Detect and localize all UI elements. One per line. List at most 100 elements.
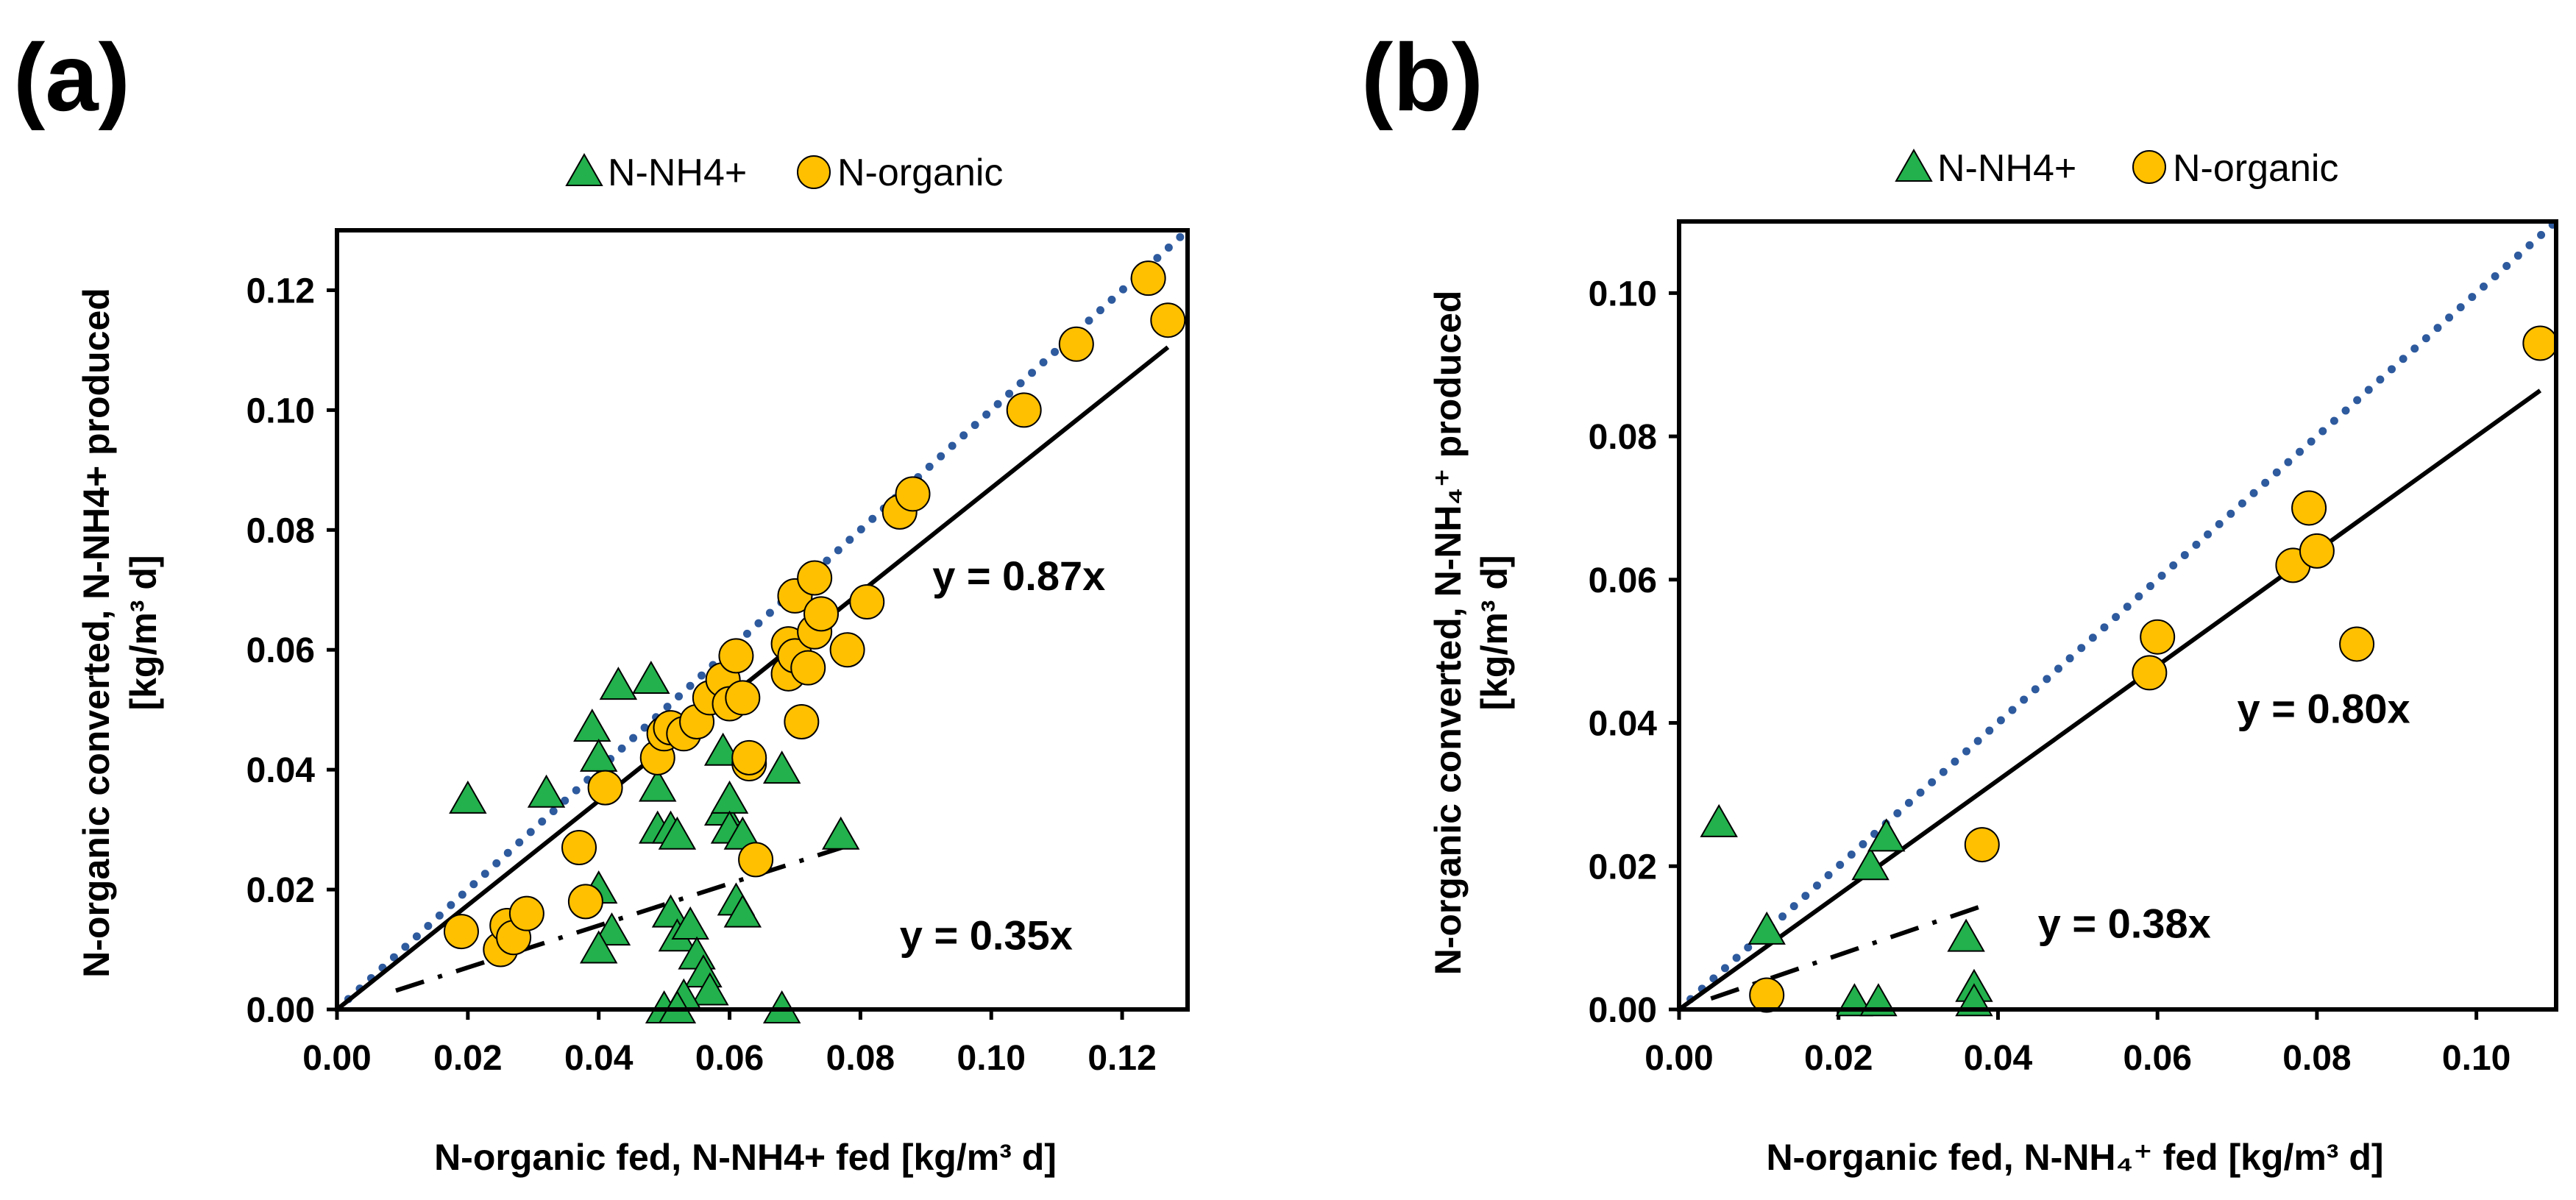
plot-area-a: 0.00 0.02 0.04 0.06 0.08 0.10 0.12 0.00 0.02 0.04… xyxy=(246,228,1190,1078)
x-tick-label: 0.06 xyxy=(695,1039,764,1078)
x-tick-label: 0.00 xyxy=(1644,1039,1713,1078)
y-axis-title-b-line1: N-organic converted, N-NH₄⁺ produced xyxy=(1427,291,1469,976)
data-point-organic-circle xyxy=(1130,260,1166,297)
data-point-organic-circle xyxy=(829,632,865,668)
data-point-organic-circle xyxy=(1058,326,1094,362)
data-point-nh4-triangle xyxy=(821,816,860,850)
data-point-nh4-triangle xyxy=(592,912,631,946)
panel-label-b: (b) xyxy=(1361,24,1483,131)
data-point-organic-circle xyxy=(567,884,603,920)
data-point-organic-circle xyxy=(2140,619,2176,655)
data-point-nh4-triangle xyxy=(1700,803,1738,837)
y-tick-label: 0.00 xyxy=(246,991,315,1030)
data-point-organic-circle xyxy=(443,914,479,950)
equation-label: y = 0.80x xyxy=(2238,686,2410,732)
x-tick-label: 0.10 xyxy=(2442,1039,2511,1078)
legend-label-nh4: N-NH4+ xyxy=(1937,147,2076,190)
data-point-nh4-triangle xyxy=(658,816,697,850)
plot-area-b: 0.00 0.02 0.04 0.06 0.08 0.10 0.00 0.02 0.04 0.06… xyxy=(1589,219,2558,1078)
legend-label-organic: N-organic xyxy=(837,152,1003,194)
data-point-organic-circle xyxy=(1964,827,2000,863)
x-tick-label: 0.12 xyxy=(1087,1039,1156,1078)
y-tick-label: 0.00 xyxy=(1589,991,1657,1030)
x-tick-label: 0.02 xyxy=(1804,1039,1873,1078)
fit-line-dashdot xyxy=(395,843,848,993)
y-tick-label: 0.08 xyxy=(1589,418,1657,457)
x-axis-title-a: N-organic fed, N-NH4+ fed [kg/m³ d] xyxy=(434,1137,1057,1178)
equation-label: y = 0.38x xyxy=(2038,901,2211,947)
data-point-nh4-triangle xyxy=(579,738,618,772)
data-point-organic-circle xyxy=(790,650,826,686)
data-point-nh4-triangle xyxy=(579,930,618,964)
plot-frame xyxy=(1677,219,2558,1012)
equation-label: y = 0.35x xyxy=(900,912,1073,959)
data-point-nh4-triangle xyxy=(573,709,611,742)
data-point-organic-circle xyxy=(803,596,840,632)
panel-label-a: (a) xyxy=(13,24,130,131)
y-tick-label: 0.04 xyxy=(1589,705,1658,744)
fit-line-dotted xyxy=(1679,221,2556,1009)
data-point-organic-circle xyxy=(2291,490,2327,526)
data-point-nh4-triangle xyxy=(599,667,638,700)
data-point-organic-circle xyxy=(738,842,774,878)
data-point-organic-circle xyxy=(725,680,761,716)
data-point-organic-circle xyxy=(2132,655,2168,691)
data-point-nh4-triangle xyxy=(632,660,670,694)
plot-frame xyxy=(335,228,1190,1012)
data-point-organic-circle xyxy=(1006,392,1042,428)
x-axis-title-b: N-organic fed, N-NH₄⁺ fed [kg/m³ d] xyxy=(1766,1137,2383,1178)
y-axis-title-a-line1: N-organic converted, N-NH4+ produced xyxy=(76,288,117,978)
legend-circle-marker xyxy=(797,155,831,189)
data-point-organic-circle xyxy=(2522,325,2558,361)
legend-triangle-marker xyxy=(565,152,603,186)
data-point-organic-circle xyxy=(2299,533,2335,569)
data-point-nh4-triangle xyxy=(710,780,749,814)
data-point-organic-circle xyxy=(2339,626,2375,662)
data-point-nh4-triangle xyxy=(1851,847,1890,881)
data-point-nh4-triangle xyxy=(723,894,762,928)
equation-label: y = 0.87x xyxy=(932,553,1105,599)
chart-panel-a: (a) N-NH4+ N-organic 0.00 0.02 0.04 0.06 0.0… xyxy=(13,24,1190,1178)
data-point-nh4-triangle xyxy=(527,774,566,808)
legend-b: N-NH4+ N-organic xyxy=(1895,147,2338,190)
legend-triangle-marker xyxy=(1895,148,1933,182)
data-point-nh4-triangle xyxy=(449,780,487,814)
y-tick-label: 0.02 xyxy=(1589,848,1657,887)
y-tick-label: 0.06 xyxy=(1589,561,1657,600)
legend-label-organic: N-organic xyxy=(2173,147,2338,190)
data-point-nh4-triangle xyxy=(638,768,677,802)
data-point-organic-circle xyxy=(849,584,885,620)
x-tick-label: 0.08 xyxy=(826,1039,895,1078)
y-tick-label: 0.08 xyxy=(246,511,315,550)
x-tick-label: 0.02 xyxy=(433,1039,502,1078)
y-tick-label: 0.10 xyxy=(1589,274,1657,313)
fit-line-dotted xyxy=(337,230,1188,1009)
x-tick-label: 0.04 xyxy=(1964,1039,2033,1078)
y-axis-title-a-line2: [kg/m³ d] xyxy=(123,555,164,710)
fit-line-solid xyxy=(1679,388,2542,1009)
fit-line-solid xyxy=(337,345,1170,1009)
y-tick-label: 0.04 xyxy=(246,751,316,790)
legend-a: N-NH4+ N-organic xyxy=(565,152,1003,194)
data-point-nh4-triangle xyxy=(651,894,690,928)
data-point-organic-circle xyxy=(1749,977,1785,1013)
x-tick-label: 0.10 xyxy=(957,1039,1026,1078)
chart-panel-b: (b) N-NH4+ N-organic 0.00 0.02 0.04 0.06 0.0… xyxy=(1361,24,2558,1178)
data-point-organic-circle xyxy=(1150,302,1186,338)
x-tick-label: 0.04 xyxy=(564,1039,634,1078)
y-tick-label: 0.10 xyxy=(246,391,315,430)
data-point-organic-circle xyxy=(784,703,820,739)
data-point-organic-circle xyxy=(718,638,754,674)
data-point-organic-circle xyxy=(587,770,623,806)
data-point-nh4-triangle xyxy=(1947,918,1985,952)
data-point-nh4-triangle xyxy=(1867,818,1906,852)
data-point-nh4-triangle xyxy=(762,750,801,784)
data-point-nh4-triangle xyxy=(1748,911,1786,945)
data-point-organic-circle xyxy=(895,476,931,512)
data-point-organic-circle xyxy=(731,739,767,775)
data-point-organic-circle xyxy=(561,830,597,866)
fit-line-dashdot xyxy=(1710,903,1983,1001)
data-point-organic-circle xyxy=(508,895,544,931)
legend-label-nh4: N-NH4+ xyxy=(608,152,747,194)
